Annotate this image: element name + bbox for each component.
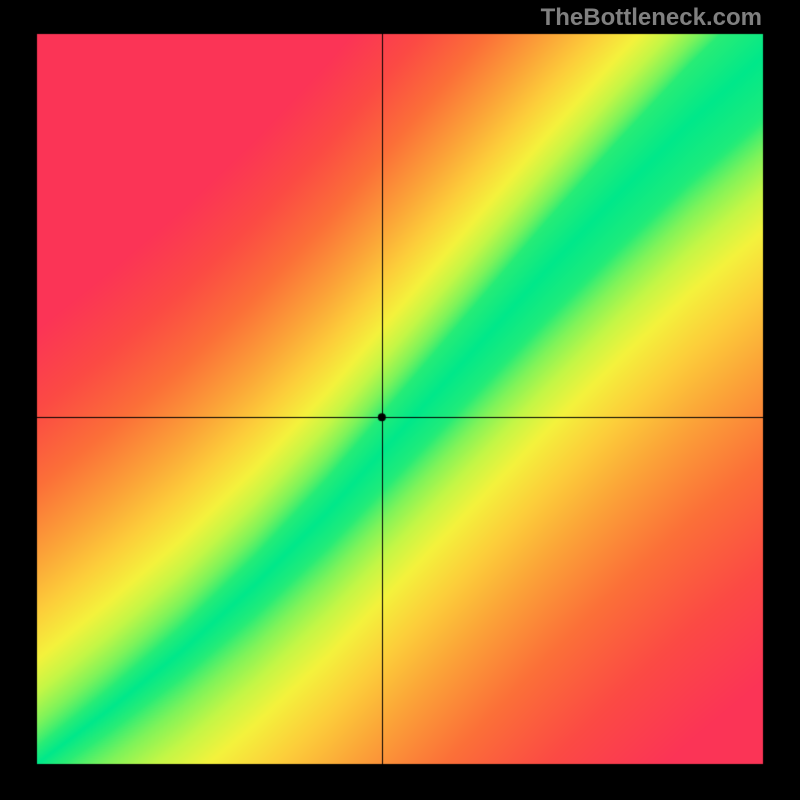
watermark-text: TheBottleneck.com <box>541 4 762 32</box>
bottleneck-heatmap <box>0 0 800 800</box>
